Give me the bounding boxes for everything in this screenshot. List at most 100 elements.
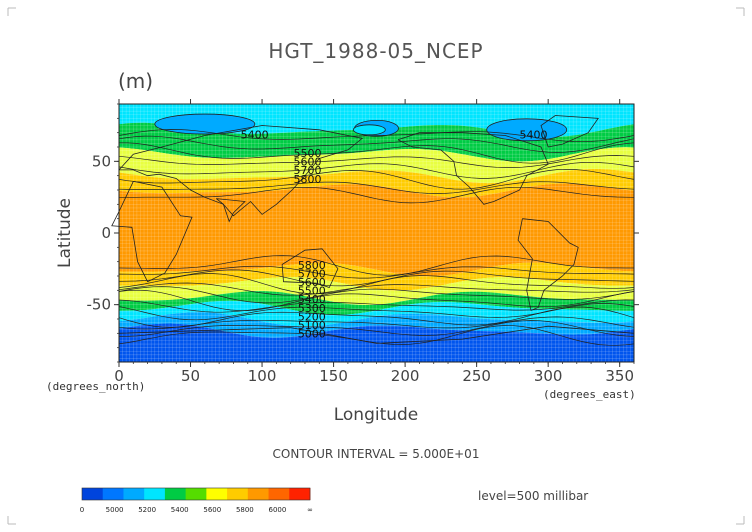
colorbar-swatch	[206, 488, 228, 500]
x-tick-label: 200	[391, 367, 420, 385]
contour-interval-text: CONTOUR INTERVAL = 5.000E+01	[273, 447, 480, 461]
x-tick-label: 300	[534, 367, 563, 385]
corner-marks	[7, 7, 745, 525]
y-tick-label: 0	[101, 224, 111, 242]
contour-line	[118, 135, 635, 153]
contour-lines	[118, 129, 635, 346]
contour-label: 5600	[294, 156, 322, 169]
colorbar-label: 5800	[236, 506, 254, 514]
colorbar-label: 6000	[269, 506, 287, 514]
coastline	[118, 325, 635, 344]
contour-band	[119, 300, 634, 327]
contour-label: 5100	[298, 319, 326, 332]
coastline	[111, 181, 193, 283]
contour-band	[119, 147, 634, 184]
contour-line	[118, 286, 635, 304]
contour-labels: 5400550056005700580054005800570056005500…	[241, 128, 548, 340]
colorbar-frame	[81, 487, 311, 501]
colorbar-label: ∞	[307, 506, 313, 514]
colorbar-label: 5200	[138, 506, 156, 514]
contour-line	[118, 129, 635, 143]
contour-label: 5400	[298, 293, 326, 306]
contour-line	[118, 325, 635, 346]
coastline	[517, 218, 579, 311]
colorbar-label: 0	[80, 506, 84, 514]
y-tick-label: -50	[87, 296, 112, 314]
y-axis-label: Latitude	[55, 198, 75, 268]
coastlines	[111, 115, 635, 344]
contour-line	[119, 142, 635, 164]
x-axis-label: Longitude	[334, 405, 419, 425]
contour-label: 5400	[520, 128, 548, 141]
colorbar-swatch	[289, 488, 311, 500]
contour-line	[118, 269, 635, 287]
y-tick-label: 50	[92, 152, 111, 170]
colorbar-label: 5400	[171, 506, 189, 514]
contour-line	[118, 161, 635, 179]
colorbar-swatch	[164, 488, 187, 500]
colorbar-labels: 0 5000 5200 5400 5600 5800 6000 ∞	[80, 506, 313, 514]
contour-line	[118, 320, 635, 337]
contour-label: 5700	[294, 164, 322, 177]
contour-line	[118, 316, 635, 330]
coastline	[281, 248, 339, 288]
contour-line	[118, 265, 635, 279]
colorbar-swatch	[185, 488, 207, 500]
colorbar-swatch	[247, 488, 269, 500]
polar-low-region	[486, 118, 568, 142]
colorbar-swatch	[123, 488, 145, 500]
colorbar-label: 5600	[203, 506, 221, 514]
contour-line	[118, 303, 635, 321]
level-text: level=500 millibar	[478, 489, 588, 503]
contour-label: 5800	[298, 259, 326, 272]
colorbar-swatch	[82, 488, 104, 500]
contour-label: 5700	[298, 267, 326, 280]
contour-band	[119, 183, 634, 277]
contour-band	[119, 169, 634, 198]
contour-label: 5000	[298, 328, 326, 341]
coastline	[397, 132, 549, 205]
units-label: (m)	[118, 69, 153, 93]
contour-line	[118, 273, 635, 295]
contour-line	[118, 168, 635, 190]
colorbar	[81, 487, 311, 501]
y-unit-note: (degrees_north)	[46, 380, 145, 393]
contour-label: 5800	[294, 173, 322, 186]
colorbar-swatch	[144, 488, 166, 500]
colorbar-swatch	[102, 488, 124, 500]
contour-label: 5500	[298, 285, 326, 298]
x-axis-ticks: 0 50 100 150 200 250 300 350	[114, 99, 635, 385]
y-axis-ticks: 50 0 -50	[87, 103, 639, 363]
polar-low-region	[154, 113, 256, 135]
colorbar-swatch	[227, 488, 249, 500]
coastline	[216, 198, 246, 223]
contour-line	[118, 255, 634, 276]
contour-line	[118, 299, 635, 313]
contour-line	[118, 181, 635, 194]
x-unit-note: (degrees_east)	[543, 388, 636, 401]
map-area	[118, 103, 635, 363]
contour-label: 5300	[298, 302, 326, 315]
contour-line	[118, 289, 635, 311]
contour-band	[119, 291, 634, 315]
coastline	[118, 125, 364, 217]
contour-label: 5600	[298, 276, 326, 289]
contour-label: 5200	[298, 310, 326, 323]
contour-label: 5500	[294, 147, 322, 160]
contour-label: 5400	[241, 128, 269, 141]
contour-band	[119, 262, 634, 291]
x-tick-label: 100	[248, 367, 277, 385]
contour-line	[118, 282, 635, 296]
x-tick-label: 250	[462, 367, 491, 385]
x-tick-label: 0	[114, 367, 124, 385]
x-tick-label: 350	[605, 367, 634, 385]
contour-band	[119, 312, 634, 338]
colorbar-swatch	[268, 488, 290, 500]
polar-low-core	[352, 124, 386, 136]
x-tick-label: 50	[181, 367, 200, 385]
chart-title: HGT_1988-05_NCEP	[268, 39, 483, 63]
x-tick-label: 150	[319, 367, 348, 385]
coastline	[540, 115, 599, 148]
colorbar-label: 5000	[106, 506, 124, 514]
